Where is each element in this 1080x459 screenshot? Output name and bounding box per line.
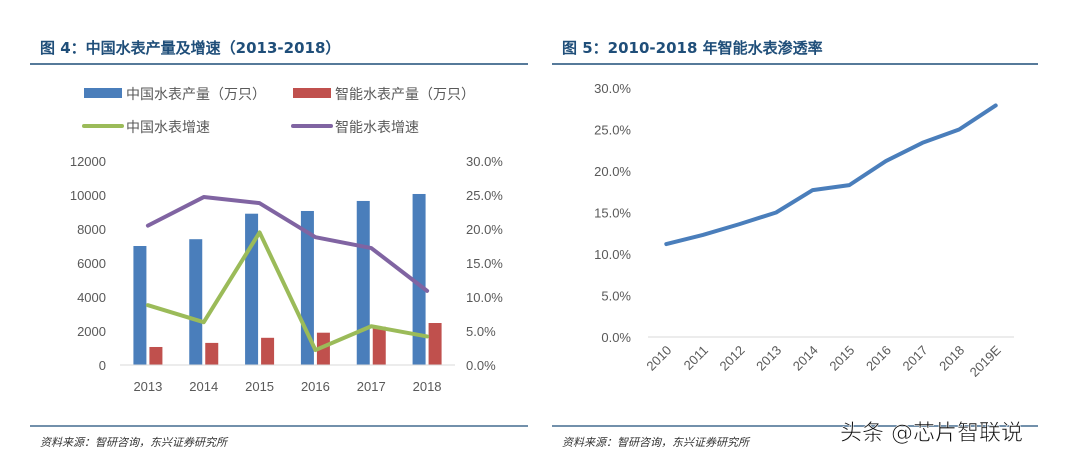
line-china-growth: [145, 230, 430, 353]
y-tick-label: 20.0%: [594, 164, 631, 179]
legend-swatch: [84, 88, 122, 98]
bar-smart-output: [428, 323, 442, 365]
y-tick-label: 0.0%: [601, 330, 631, 345]
x-tick-label: 2012: [717, 343, 748, 374]
y-left-tick-label: 12000: [70, 154, 106, 169]
x-tick-label: 2017: [357, 379, 386, 394]
chart-right-title: 图 5：2010-2018 年智能水表渗透率: [562, 39, 823, 57]
y-left-tick-label: 2000: [77, 324, 106, 339]
line-smart-growth: [145, 195, 430, 293]
y-left-tick-label: 6000: [77, 256, 106, 271]
y-right-tick-label: 30.0%: [466, 154, 503, 169]
y-right-tick-label: 0.0%: [466, 358, 496, 373]
source-note: 资料来源：智研咨询，东兴证券研究所: [40, 436, 229, 449]
source-note: 资料来源：智研咨询，东兴证券研究所: [562, 436, 751, 449]
bar-china-output: [133, 246, 147, 365]
chart-left: 图 4：中国水表产量及增速（2013-2018） 中国水表产量（万只） 智能水表产…: [30, 39, 528, 449]
x-tick-label: 2010: [643, 343, 674, 374]
x-tick-label: 2014: [189, 379, 218, 394]
legend-label: 中国水表产量（万只）: [126, 87, 266, 103]
y-tick-label: 25.0%: [594, 123, 631, 138]
x-tick-label: 2017: [900, 343, 931, 374]
legend-label: 智能水表产量（万只）: [335, 87, 475, 103]
x-tick-label: 2015: [245, 379, 274, 394]
legend: 中国水表产量（万只） 智能水表产量（万只） 中国水表增速 智能水表增速: [82, 87, 475, 136]
y-tick-label: 30.0%: [594, 81, 631, 96]
x-tick-label: 2013: [753, 343, 784, 374]
x-tick-label: 2014: [790, 343, 821, 374]
y-right-tick-label: 10.0%: [466, 290, 503, 305]
x-tick-label: 2015: [826, 343, 857, 374]
bar-smart-output: [316, 332, 330, 365]
x-tick-label: 2016: [863, 343, 894, 374]
plot-area: 0 2000 4000 6000 8000 10000 12000 0.0% 5.0% 10.0%…: [70, 154, 503, 394]
watermark: 头条 @芯片智联说: [840, 421, 1023, 446]
bar-smart-output: [261, 337, 275, 365]
y-left-tick-label: 4000: [77, 290, 106, 305]
chart-right: 图 5：2010-2018 年智能水表渗透率 0.0% 5.0% 10.0% 15.0…: [552, 39, 1038, 449]
y-left-tick-label: 8000: [77, 222, 106, 237]
x-tick-label: 2018: [413, 379, 442, 394]
y-tick-label: 15.0%: [594, 206, 631, 221]
x-tick-label: 2019E: [967, 342, 1004, 379]
chart-left-title: 图 4：中国水表产量及增速（2013-2018）: [40, 39, 340, 57]
y-right-tick-label: 5.0%: [466, 324, 496, 339]
plot-area: 0.0%5.0%10.0%15.0%20.0%25.0%30.0%2010 201…: [594, 81, 1014, 380]
x-tick-label: 2013: [133, 379, 162, 394]
bar-china-output: [412, 193, 426, 365]
x-tick-label: 2011: [681, 343, 711, 373]
bar-china-output: [189, 239, 203, 365]
x-tick-label: 2016: [301, 379, 330, 394]
y-right-tick-label: 20.0%: [466, 222, 503, 237]
legend-label: 中国水表增速: [126, 120, 210, 136]
line-penetration-rate: [664, 103, 998, 247]
bar-smart-output: [205, 342, 219, 365]
y-tick-label: 10.0%: [594, 247, 631, 262]
bar-smart-output: [372, 326, 386, 365]
bar-china-output: [356, 200, 370, 365]
legend-swatch: [293, 88, 331, 98]
bar-smart-output: [149, 346, 163, 365]
y-left-tick-label: 10000: [70, 188, 106, 203]
x-tick-label: 2018: [936, 343, 967, 374]
y-right-tick-label: 15.0%: [466, 256, 503, 271]
legend-label: 智能水表增速: [335, 120, 419, 136]
y-left-tick-label: 0: [99, 358, 106, 373]
y-tick-label: 5.0%: [601, 289, 631, 304]
y-right-tick-label: 25.0%: [466, 188, 503, 203]
